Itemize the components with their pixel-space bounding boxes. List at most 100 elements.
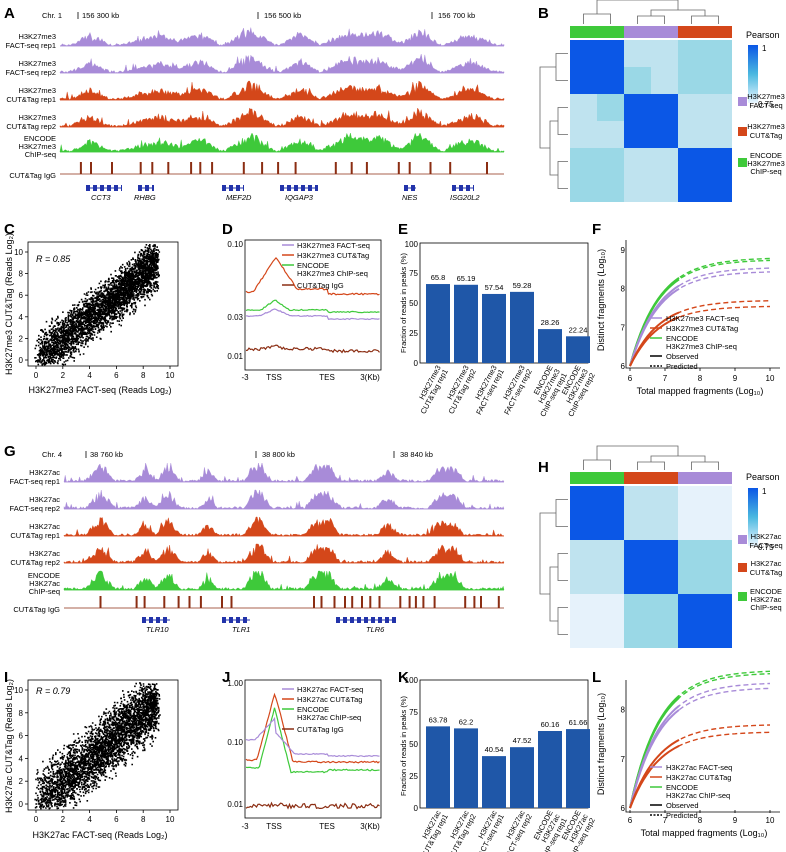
panel-letter-e: E <box>398 221 408 238</box>
bar-value-label: 63.78 <box>429 715 448 724</box>
bar-value-label: 28.26 <box>541 318 560 327</box>
y-tick: 7 <box>621 323 626 332</box>
dendrogram-branch <box>596 0 679 14</box>
igg-peak-mark <box>414 596 417 608</box>
bar <box>510 747 534 808</box>
igg-peak-mark <box>399 596 402 608</box>
x-tick: 6 <box>628 374 633 383</box>
igg-peak-mark <box>135 596 138 608</box>
igg-peak-mark <box>408 596 411 608</box>
gene-exon <box>315 185 318 191</box>
x-tick: 4 <box>87 371 92 380</box>
gene-exon <box>357 617 361 623</box>
y-tick: 75 <box>409 708 418 717</box>
curve-observed <box>629 739 680 809</box>
legend-label: CUT&Tag IgG <box>297 725 344 734</box>
dendrogram-branch <box>650 9 706 16</box>
x-tick: 10 <box>166 371 175 380</box>
y-tick: 10 <box>14 686 23 695</box>
legend-swatch <box>738 158 747 167</box>
x-tick: 6 <box>114 371 119 380</box>
gene-exon <box>243 185 244 191</box>
bar-category-label: H3K27me3CUT&Tag rep1 <box>412 364 450 416</box>
heatmap-cell <box>597 513 624 540</box>
igg-peak-mark <box>230 596 233 608</box>
y-tick: 75 <box>409 269 418 278</box>
y-tick: 0 <box>414 359 419 368</box>
gene-exon <box>336 617 340 623</box>
igg-peak-mark <box>473 596 476 608</box>
heatmap-cell <box>597 175 624 202</box>
track-label: H3K27ac CUT&Tag rep1 <box>10 522 60 540</box>
legend-swatch <box>738 563 747 572</box>
heatmap-cell <box>705 40 732 67</box>
heatmap-cell <box>597 94 624 121</box>
gene-exon <box>466 185 470 191</box>
x-tick: 7 <box>663 816 668 825</box>
track-label: CUT&Tag IgG <box>13 605 60 614</box>
heatmap-cell <box>597 121 624 148</box>
igg-peak-mark <box>139 162 142 174</box>
igg-peak-mark <box>397 162 400 174</box>
igg-peak-mark <box>221 596 223 608</box>
y-tick: 25 <box>409 772 418 781</box>
bar <box>482 756 506 808</box>
heatmap-cell <box>651 40 678 67</box>
gene-label: TLR10 <box>146 625 169 634</box>
bar <box>538 329 562 363</box>
gene-label: ISG20L2 <box>450 193 480 202</box>
x-tick: 2 <box>61 815 66 824</box>
bar <box>454 728 478 808</box>
heatmap-cell <box>570 94 597 121</box>
track-label: ENCODE H3K27ac ChIP-seq <box>28 571 60 596</box>
panel-letter-i: I <box>4 669 8 686</box>
coord-label: 38 840 kb <box>400 450 433 459</box>
y-tick: 6 <box>19 291 24 300</box>
igg-peak-mark <box>143 596 146 608</box>
colorbar-max: 1 <box>762 44 767 53</box>
legend-label: H3K27me3 CUT&Tag <box>297 251 369 260</box>
y-tick: 10 <box>14 248 23 257</box>
legend-label: H3K27me3 FACT-seq <box>297 241 370 250</box>
igg-peak-mark <box>190 162 193 174</box>
profile-line <box>245 299 380 314</box>
profile-line <box>245 256 380 296</box>
gene-exon <box>378 617 382 623</box>
heatmap-cell <box>624 594 651 621</box>
group-color-bar <box>624 472 678 484</box>
heatmap-cell <box>570 67 597 94</box>
heatmap-cell <box>597 540 624 567</box>
dendrogram-branch <box>557 553 568 581</box>
igg-peak-mark <box>334 162 337 174</box>
legend-label: H3K27me3 FACT-seq <box>666 314 739 323</box>
gene-exon <box>149 617 153 623</box>
x-tick: 8 <box>141 815 146 824</box>
igg-peak-mark <box>351 596 354 608</box>
legend-swatch <box>738 535 747 544</box>
dendrogram-branch <box>650 455 706 462</box>
igg-peak-mark <box>449 162 452 174</box>
y-axis-label: Distinct fragments (Log₁₀) <box>596 693 606 795</box>
legend-label: Observed <box>666 352 699 361</box>
y-tick: 8 <box>621 706 626 715</box>
heatmap-cell <box>624 148 651 175</box>
panel-d-profile: 0.10 0.03 0.01 -3 TSS TES 3(Kb) H3K27me3… <box>227 239 382 382</box>
signal-track <box>63 489 505 510</box>
gene-exon <box>236 617 240 623</box>
y-tick: 100 <box>405 240 419 249</box>
gene-exon <box>343 617 347 623</box>
heatmap-cell <box>624 540 651 567</box>
coord-label: 38 800 kb <box>262 450 295 459</box>
igg-peak-mark <box>422 596 425 608</box>
heatmap-cell <box>624 621 651 648</box>
dendrogram-branch <box>557 161 568 189</box>
igg-peak-mark <box>242 162 245 174</box>
gene-exon <box>114 185 118 191</box>
heatmap-cell <box>651 540 678 567</box>
heatmap-cell <box>705 94 732 121</box>
signal-track <box>63 570 505 591</box>
igg-peak-mark <box>199 162 202 174</box>
heatmap-cell <box>678 540 705 567</box>
heat-colorbar <box>748 488 758 546</box>
igg-peak-mark <box>111 162 113 174</box>
